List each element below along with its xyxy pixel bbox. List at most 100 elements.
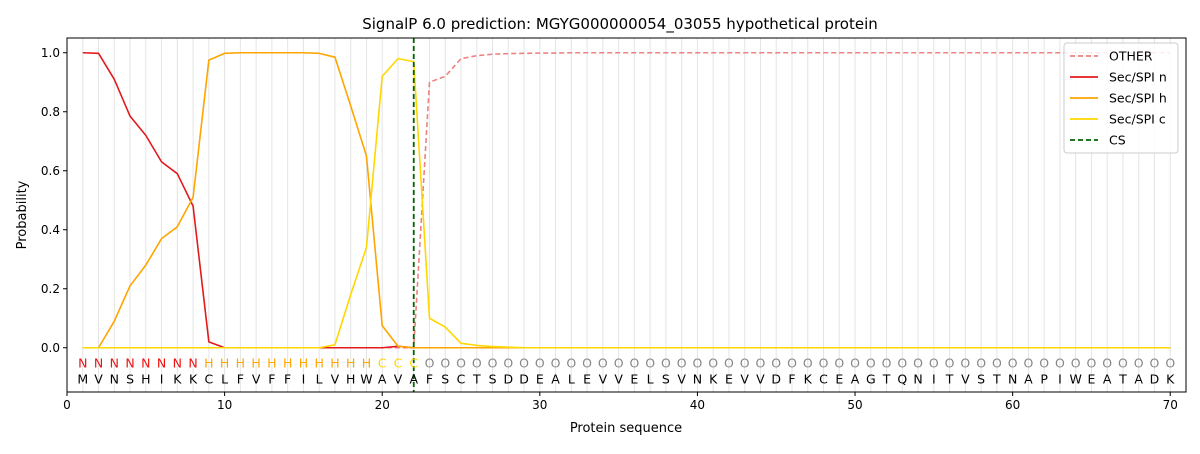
region-label: C <box>378 356 387 371</box>
residue-label: V <box>252 372 261 387</box>
chart-title: SignalP 6.0 prediction: MGYG000000054_03… <box>362 15 878 34</box>
residue-label: T <box>882 372 891 387</box>
residue-label: V <box>677 372 686 387</box>
region-label: O <box>1023 356 1033 371</box>
region-label: O <box>472 356 482 371</box>
residue-label: V <box>740 372 749 387</box>
x-tick-label: 70 <box>1163 398 1178 412</box>
region-label: O <box>1008 356 1018 371</box>
residue-label: I <box>932 372 936 387</box>
residue-label: E <box>725 372 733 387</box>
residue-label: C <box>457 372 466 387</box>
y-tick-label: 0.2 <box>41 282 60 296</box>
residue-label: Q <box>897 372 907 387</box>
residue-label: N <box>110 372 119 387</box>
region-label: O <box>1055 356 1065 371</box>
region-label: O <box>945 356 955 371</box>
grid-layer <box>82 38 1171 392</box>
region-label: N <box>110 356 119 371</box>
residue-label: E <box>536 372 544 387</box>
x-tick-label: 0 <box>63 398 71 412</box>
x-tick-label: 30 <box>532 398 547 412</box>
region-label: H <box>330 356 339 371</box>
region-label: O <box>598 356 608 371</box>
legend-box <box>1063 42 1179 154</box>
legend-label: Sec/SPI h <box>1109 91 1167 106</box>
region-label: O <box>1150 356 1160 371</box>
region-label: O <box>897 356 907 371</box>
region-label: O <box>1071 356 1081 371</box>
region-label: O <box>787 356 797 371</box>
region-label: O <box>614 356 624 371</box>
residue-label: V <box>756 372 765 387</box>
residue-label: V <box>599 372 608 387</box>
region-label: H <box>251 356 260 371</box>
y-axis-label: Probability <box>15 180 30 249</box>
region-label: O <box>740 356 750 371</box>
y-tick-label: 0.0 <box>41 341 60 355</box>
residue-label: S <box>441 372 449 387</box>
region-label: O <box>629 356 639 371</box>
region-label: O <box>850 356 860 371</box>
residue-label: A <box>551 372 560 387</box>
region-label: O <box>535 356 545 371</box>
region-label: O <box>566 356 576 371</box>
region-label: O <box>551 356 561 371</box>
residue-label: S <box>977 372 985 387</box>
residue-label: T <box>1118 372 1127 387</box>
region-label: H <box>314 356 323 371</box>
residue-label: V <box>394 372 403 387</box>
region-label: O <box>834 356 844 371</box>
series-layer <box>82 51 1171 349</box>
region-label: N <box>188 356 197 371</box>
tick-layer: 0 10 20 30 40 50 60 70 0.0 0.2 0.4 0.6 0.8 1.0 <box>41 46 1178 412</box>
residue-label: A <box>1103 372 1112 387</box>
residue-label: L <box>221 372 228 387</box>
region-label: O <box>992 356 1002 371</box>
residue-label: F <box>284 372 291 387</box>
region-label: O <box>1087 356 1097 371</box>
x-tick-label: 20 <box>375 398 390 412</box>
residue-label: M <box>77 372 88 387</box>
region-label: O <box>425 356 435 371</box>
region-label: O <box>503 356 513 371</box>
region-label: O <box>1102 356 1112 371</box>
residue-label: I <box>1058 372 1062 387</box>
series-line-sec-spi-h <box>82 51 1171 349</box>
region-label: H <box>362 356 371 371</box>
residue-label: C <box>204 372 213 387</box>
residue-label: S <box>126 372 134 387</box>
residue-label: T <box>472 372 481 387</box>
residue-label: D <box>503 372 513 387</box>
residue-label: V <box>331 372 340 387</box>
region-label: O <box>882 356 892 371</box>
region-label: O <box>456 356 466 371</box>
y-tick-label: 0.6 <box>41 164 60 178</box>
residue-label: F <box>788 372 795 387</box>
region-label: O <box>519 356 529 371</box>
residue-label: H <box>141 372 150 387</box>
legend-label: OTHER <box>1109 49 1153 64</box>
residue-label: I <box>302 372 306 387</box>
residue-label: F <box>237 372 244 387</box>
x-tick-label: 60 <box>1005 398 1020 412</box>
x-tick-label: 50 <box>847 398 862 412</box>
region-label: N <box>125 356 134 371</box>
series-line-sec-spi-n <box>82 51 1171 349</box>
region-label: C <box>409 356 418 371</box>
residue-label: T <box>992 372 1001 387</box>
region-label: O <box>976 356 986 371</box>
region-label: H <box>236 356 245 371</box>
y-tick-label: 1.0 <box>41 46 60 60</box>
residue-label: E <box>835 372 843 387</box>
region-label: O <box>708 356 718 371</box>
residue-label: H <box>346 372 355 387</box>
region-label: H <box>283 356 292 371</box>
region-label: O <box>756 356 766 371</box>
region-label: O <box>1039 356 1049 371</box>
region-label: O <box>693 356 703 371</box>
residue-label: N <box>1008 372 1017 387</box>
x-tick-label: 40 <box>690 398 705 412</box>
region-label: N <box>173 356 182 371</box>
legend-label: Sec/SPI c <box>1109 112 1166 127</box>
